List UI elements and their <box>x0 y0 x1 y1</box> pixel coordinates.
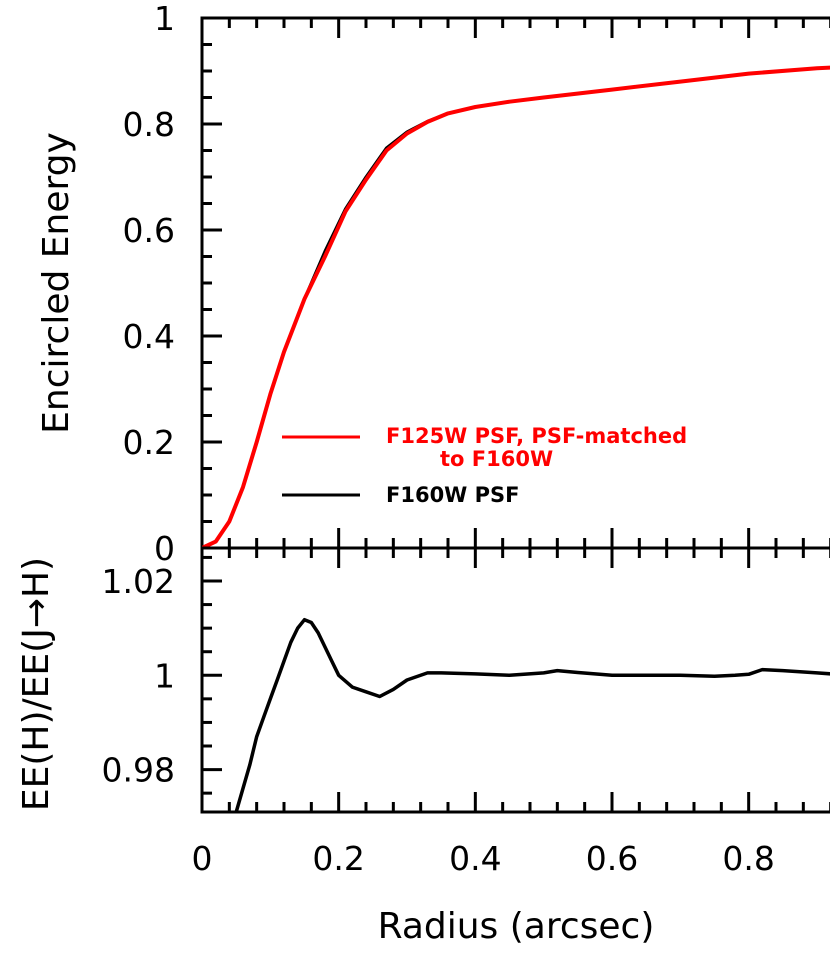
top-panel-y-tick-label: 0.4 <box>123 317 175 356</box>
top-panel-y-tick-label: 0.8 <box>123 105 175 144</box>
top-panel-curves <box>202 65 830 548</box>
legend-label-red-line2: to F160W <box>440 447 553 471</box>
encircled-energy-panel: 0 0.2 0.4 0.6 0.8 1 Encircled Energy F125W PS… <box>36 0 830 568</box>
bottom-panel-y-tick-label: 1 <box>154 656 175 695</box>
bottom-panel-y-tick-label: 0.98 <box>102 751 175 790</box>
top-panel-y-tick-labels: 0 0.2 0.4 0.6 0.8 1 <box>123 0 175 568</box>
x-tick-label: 0.6 <box>586 839 638 878</box>
x-axis-label: Radius (arcsec) <box>378 906 655 947</box>
legend-label-red: F125W PSF, PSF-matched <box>386 424 687 448</box>
x-tick-label: 0.4 <box>449 839 501 878</box>
x-tick-label: 0.2 <box>312 839 364 878</box>
top-panel-y-tick-label: 1 <box>154 0 175 38</box>
x-tick-label: 0 <box>192 839 213 878</box>
bottom-panel-frame <box>200 546 830 814</box>
top-panel-y-tick-label: 0.6 <box>123 211 175 250</box>
top-panel-y-tick-label: 0 <box>154 529 175 568</box>
bottom-panel-y-axis-label: EE(H)/EE(J→H) <box>16 557 57 811</box>
x-tick-label: 0.8 <box>722 839 774 878</box>
top-panel-y-axis-label: Encircled Energy <box>36 132 77 434</box>
top-panel-y-tick-label: 0.2 <box>123 423 175 462</box>
f125w-matched-curve <box>202 65 830 548</box>
bottom-panel-curves <box>234 617 830 812</box>
ee-ratio-curve <box>234 617 830 812</box>
bottom-panel-ticks <box>200 546 830 814</box>
legend: F125W PSF, PSF-matched to F160W F160W PS… <box>282 424 687 507</box>
bottom-panel-y-tick-label: 1.02 <box>102 562 175 601</box>
bottom-panel-y-tick-labels: 0.98 1 1.02 <box>102 562 175 790</box>
f160w-psf-curve <box>202 66 830 548</box>
x-tick-labels: 00.20.40.60.811.2 <box>192 839 775 878</box>
legend-label-black: F160W PSF <box>386 483 520 507</box>
